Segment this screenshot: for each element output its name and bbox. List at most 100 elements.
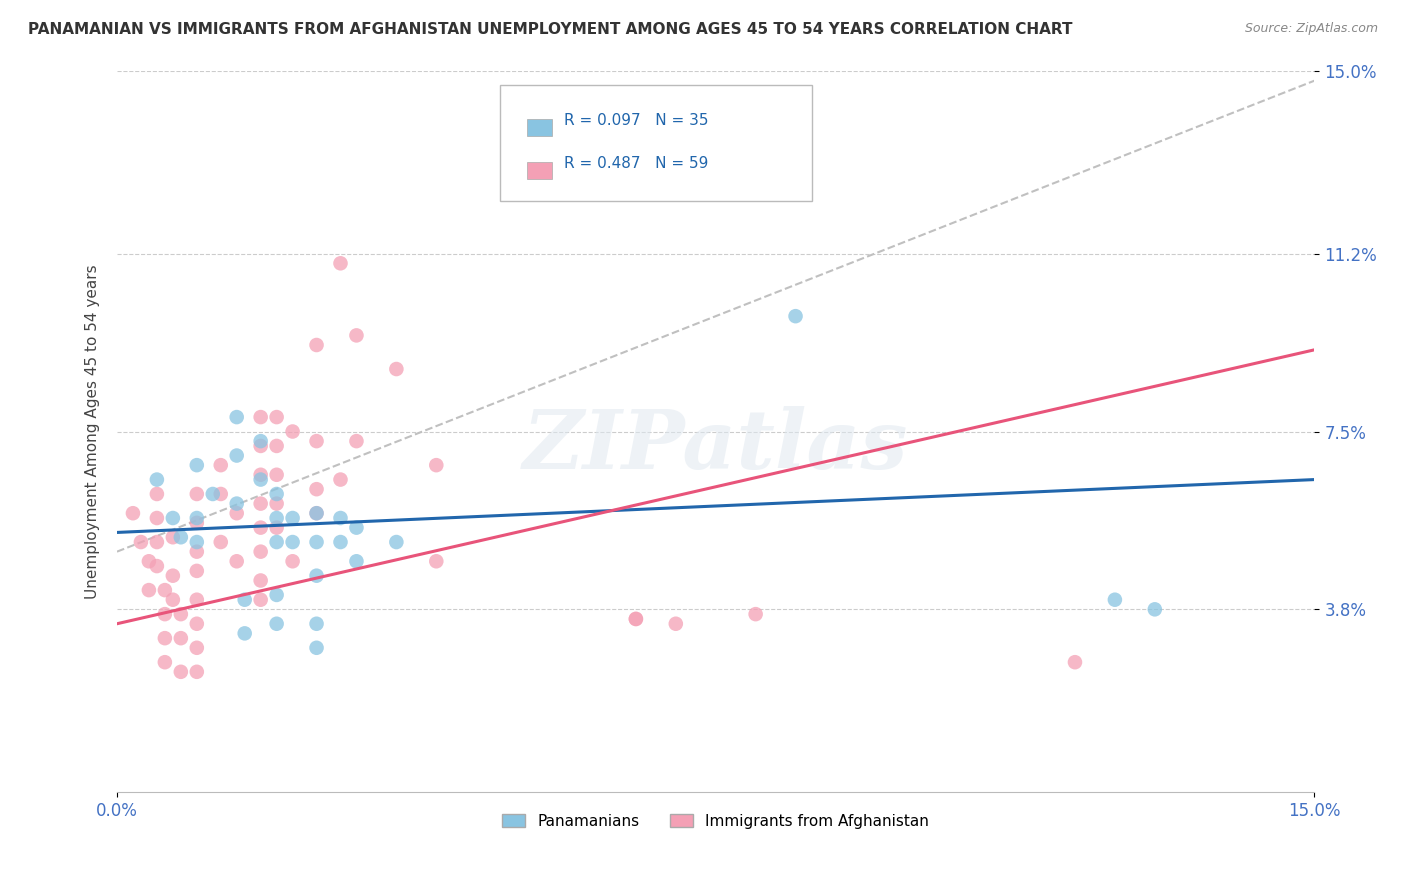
Point (305, 640, 328, 655)
FancyBboxPatch shape (501, 86, 811, 201)
Point (186, 487, 208, 501)
Point (186, 616, 208, 631)
FancyBboxPatch shape (526, 161, 551, 179)
Point (266, 467, 288, 482)
Point (186, 640, 208, 655)
Point (305, 506, 328, 520)
Point (346, 434, 368, 449)
Legend: Panamanians, Immigrants from Afghanistan: Panamanians, Immigrants from Afghanistan (496, 807, 935, 835)
Point (146, 535, 169, 549)
Point (266, 588, 288, 602)
Point (225, 554, 247, 568)
Point (186, 564, 208, 578)
Point (233, 626, 256, 640)
Point (122, 506, 145, 520)
Point (186, 592, 208, 607)
Point (146, 473, 169, 487)
Text: R = 0.487   N = 59: R = 0.487 N = 59 (564, 156, 709, 171)
Point (249, 467, 271, 482)
Point (266, 410, 288, 425)
Point (624, 612, 647, 626)
Point (138, 554, 160, 568)
Text: ZIPatlas: ZIPatlas (523, 406, 908, 486)
Point (170, 530, 193, 544)
Point (305, 506, 328, 520)
Y-axis label: Unemployment Among Ages 45 to 54 years: Unemployment Among Ages 45 to 54 years (86, 264, 100, 599)
Point (170, 631, 193, 645)
Point (346, 328, 368, 343)
Point (329, 473, 352, 487)
Point (249, 574, 271, 588)
Point (249, 410, 271, 425)
Point (281, 425, 304, 439)
Point (249, 592, 271, 607)
Point (249, 544, 271, 558)
Point (162, 568, 184, 582)
Point (249, 439, 271, 453)
Point (385, 535, 408, 549)
Point (704, 184, 727, 198)
Point (305, 482, 328, 496)
Point (305, 338, 328, 352)
Point (329, 535, 352, 549)
Point (146, 511, 169, 525)
Point (266, 511, 288, 525)
Text: PANAMANIAN VS IMMIGRANTS FROM AFGHANISTAN UNEMPLOYMENT AMONG AGES 45 TO 54 YEARS: PANAMANIAN VS IMMIGRANTS FROM AFGHANISTA… (28, 22, 1073, 37)
Point (209, 458, 232, 472)
Point (186, 665, 208, 679)
Point (266, 616, 288, 631)
Point (785, 309, 807, 323)
Point (153, 583, 176, 598)
Point (266, 497, 288, 511)
Point (162, 530, 184, 544)
Point (225, 449, 247, 463)
Point (225, 506, 247, 520)
Point (425, 554, 447, 568)
Point (146, 487, 169, 501)
Point (249, 473, 271, 487)
Point (186, 511, 208, 525)
Point (425, 458, 447, 472)
Point (1064, 655, 1087, 669)
Text: R = 0.097   N = 35: R = 0.097 N = 35 (564, 112, 709, 128)
Point (266, 521, 288, 535)
Point (266, 535, 288, 549)
Point (329, 256, 352, 270)
Point (201, 487, 224, 501)
Point (665, 616, 688, 631)
Point (624, 612, 647, 626)
Point (146, 559, 169, 574)
Point (225, 497, 247, 511)
Point (153, 655, 176, 669)
Point (305, 616, 328, 631)
Point (305, 568, 328, 582)
Point (281, 554, 304, 568)
Point (249, 497, 271, 511)
Point (209, 487, 232, 501)
Point (1104, 592, 1126, 607)
Point (162, 511, 184, 525)
Point (329, 511, 352, 525)
Point (385, 362, 408, 376)
Point (153, 607, 176, 621)
Point (186, 535, 208, 549)
Point (249, 434, 271, 449)
Point (225, 410, 247, 425)
Point (170, 607, 193, 621)
Point (281, 535, 304, 549)
Point (305, 434, 328, 449)
Point (346, 521, 368, 535)
Point (744, 607, 766, 621)
Point (186, 516, 208, 530)
Point (153, 631, 176, 645)
Point (249, 521, 271, 535)
Point (186, 458, 208, 472)
Point (209, 535, 232, 549)
Text: Source: ZipAtlas.com: Source: ZipAtlas.com (1244, 22, 1378, 36)
Point (305, 535, 328, 549)
Point (138, 583, 160, 598)
Point (186, 544, 208, 558)
Point (162, 592, 184, 607)
Point (266, 487, 288, 501)
Point (346, 554, 368, 568)
